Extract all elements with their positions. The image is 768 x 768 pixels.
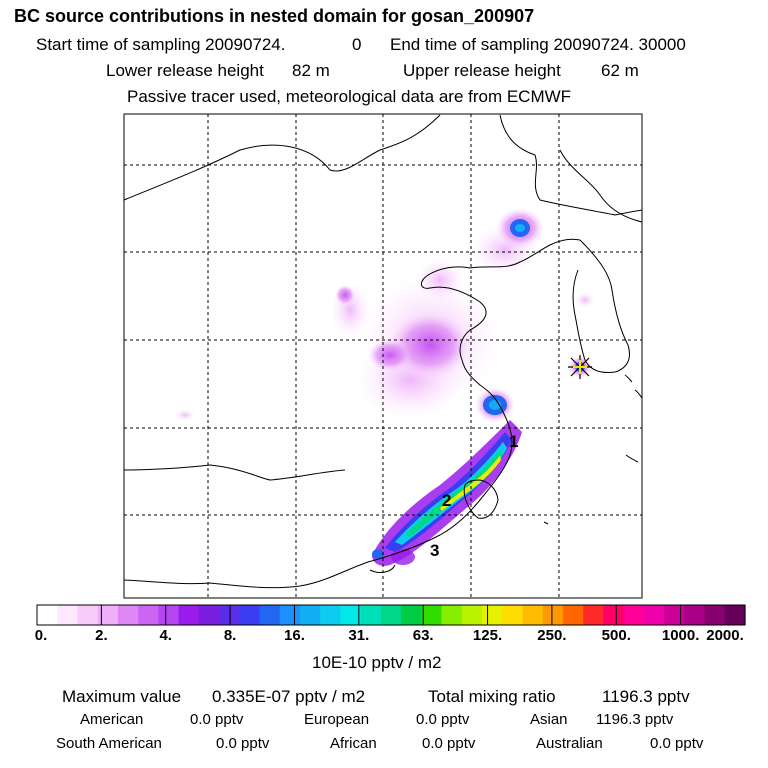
region-name: American (80, 711, 144, 728)
end-time-label: End time of sampling 20090724. 30000 (390, 35, 686, 54)
coastlines (124, 114, 642, 598)
max-value: 0.335E-07 pptv / m2 (212, 687, 366, 706)
start-time-value: 0 (352, 35, 362, 54)
graticule (124, 114, 642, 598)
region-value: 0.0 pptv (216, 735, 270, 752)
marker-1: 1 (509, 432, 518, 451)
colorbar-tick-label: 1000. (661, 627, 700, 644)
light-plume-layer (175, 225, 595, 421)
colorbar-tick-label: 250. (537, 627, 567, 644)
region-name: Asian (530, 711, 568, 728)
region-value: 1196.3 pptv (596, 711, 674, 728)
colorbar-tick-label: 4. (159, 627, 172, 644)
colorbar-units: 10E-10 pptv / m2 (312, 653, 442, 672)
colorbar-tick-label: 31. (348, 627, 370, 644)
map-title: BC source contributions in nested domain… (14, 6, 535, 26)
region-value: 0.0 pptv (650, 735, 704, 752)
marker-2: 2 (442, 491, 451, 510)
upper-release-label: Upper release height (403, 61, 561, 80)
total-mixing-value: 1196.3 pptv (602, 687, 690, 706)
region-name: South American (56, 735, 162, 752)
total-mixing-label: Total mixing ratio (428, 687, 556, 706)
colorbar-tick-label: 2000. (706, 627, 744, 644)
tracer-note: Passive tracer used, meteorological data… (127, 87, 572, 106)
colorbar-tick-label: 63. (412, 627, 434, 644)
receptor-star-icon (568, 355, 592, 379)
region-value: 0.0 pptv (422, 735, 476, 752)
start-time-label: Start time of sampling 20090724. (36, 35, 286, 54)
lower-release-value: 82 m (292, 61, 330, 80)
region-name: African (330, 735, 377, 752)
colorbar-tick-label: 500. (601, 627, 631, 644)
marker-3: 3 (430, 541, 439, 560)
upper-release-value: 62 m (601, 61, 639, 80)
colorbar-tick-label: 125. (472, 627, 503, 644)
map-frame (123, 113, 643, 599)
region-name: Australian (536, 735, 603, 752)
lower-release-label: Lower release height (106, 61, 264, 80)
source-contribution-map: 1 2 3 (123, 113, 643, 599)
colorbar-tick-label: 2. (95, 627, 108, 644)
max-value-label: Maximum value (62, 687, 182, 706)
region-value: 0.0 pptv (416, 711, 470, 728)
coastal-plume-band (372, 219, 585, 566)
region-name: European (304, 711, 370, 728)
colorbar-tick-label: 8. (223, 627, 237, 644)
colorbar-tick-label: 16. (284, 627, 305, 644)
region-value: 0.0 pptv (190, 711, 244, 728)
colorbar-tick-label: 0. (34, 627, 48, 644)
